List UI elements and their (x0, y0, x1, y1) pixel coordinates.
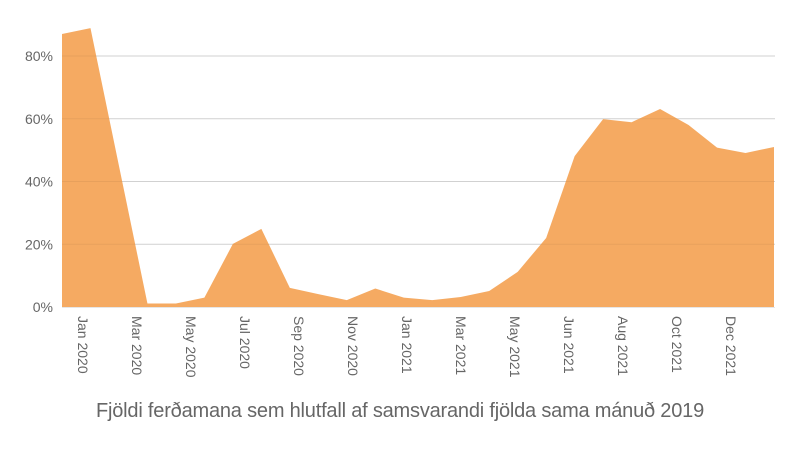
area-series (62, 28, 774, 307)
x-tick-label: Nov 2020 (345, 316, 361, 376)
x-tick-label: Jan 2021 (399, 316, 415, 374)
x-tick-label: Jan 2020 (75, 316, 91, 374)
y-tick-label: 40% (25, 174, 53, 190)
y-tick-label: 0% (33, 299, 53, 315)
x-tick-label: Aug 2021 (615, 316, 631, 376)
x-tick-label: Mar 2020 (129, 316, 145, 375)
x-tick-label: Sep 2020 (291, 316, 307, 376)
y-tick-label: 80% (25, 48, 53, 64)
x-tick-label: Jul 2020 (237, 316, 253, 369)
y-tick-label: 20% (25, 236, 53, 252)
x-tick-label: Mar 2021 (453, 316, 469, 375)
y-tick-label: 60% (25, 111, 53, 127)
chart-title: Fjöldi ferðamana sem hlutfall af samsvar… (95, 400, 705, 422)
area-chart-plot: 0% 20% 40% 60% 80% Jan 2020 Mar 2020 May 2020 Ju… (25, 28, 775, 378)
x-tick-label: Oct 2021 (669, 316, 685, 373)
x-tick-label: May 2021 (507, 316, 523, 378)
x-tick-label: Jun 2021 (561, 316, 577, 374)
x-tick-label: Dec 2021 (723, 316, 739, 376)
x-tick-label: May 2020 (183, 316, 199, 378)
